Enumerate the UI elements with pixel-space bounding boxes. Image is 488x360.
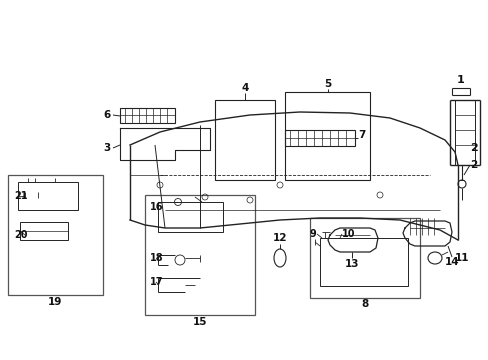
Text: 9: 9: [309, 229, 316, 239]
Bar: [285, 130, 354, 146]
Text: 2: 2: [469, 160, 477, 170]
Bar: [8, 175, 103, 295]
Text: 4: 4: [241, 83, 248, 93]
Text: 11: 11: [454, 253, 468, 263]
Bar: [120, 108, 175, 123]
Text: 18: 18: [150, 253, 163, 263]
Text: 21: 21: [14, 191, 27, 201]
Text: 3: 3: [103, 143, 110, 153]
Text: 1: 1: [456, 75, 464, 85]
Bar: [145, 195, 254, 315]
Bar: [215, 100, 274, 180]
Text: 19: 19: [48, 297, 62, 307]
Text: 7: 7: [357, 130, 365, 140]
Bar: [18, 182, 78, 210]
Bar: [20, 222, 68, 240]
Text: 16: 16: [150, 202, 163, 212]
Text: 10: 10: [341, 229, 355, 239]
Bar: [158, 202, 223, 232]
Text: 8: 8: [361, 299, 368, 309]
Text: 15: 15: [192, 317, 207, 327]
Text: 6: 6: [103, 110, 110, 120]
Bar: [319, 238, 407, 286]
Bar: [285, 92, 369, 180]
Text: 5: 5: [324, 79, 331, 89]
Bar: [309, 218, 419, 298]
Text: 14: 14: [444, 257, 458, 267]
Text: 12: 12: [272, 233, 286, 243]
Text: 20: 20: [14, 230, 27, 240]
Text: 17: 17: [150, 277, 163, 287]
Text: 13: 13: [344, 259, 359, 269]
Text: 2: 2: [469, 143, 477, 153]
